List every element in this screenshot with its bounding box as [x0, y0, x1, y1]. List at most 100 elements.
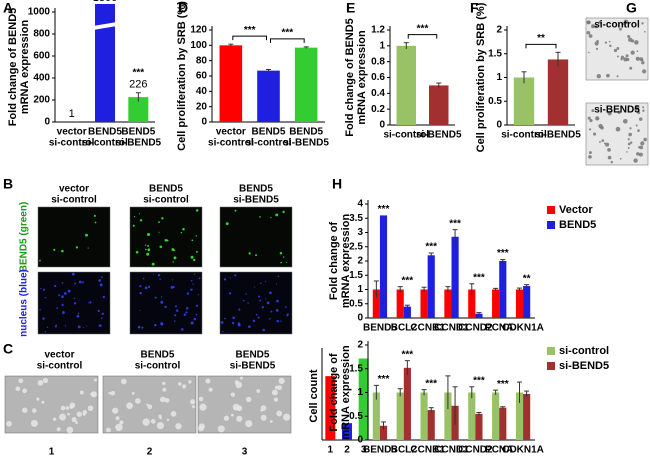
bar	[128, 97, 149, 122]
y-tick-label: 2.5	[349, 241, 363, 252]
y-tick-label: 0	[357, 435, 363, 446]
cell	[623, 57, 628, 62]
micrograph	[219, 206, 293, 268]
image-number: 1	[49, 447, 55, 458]
cell	[629, 141, 633, 144]
bar	[444, 392, 452, 440]
cell	[275, 213, 279, 217]
cell	[279, 252, 283, 255]
cell	[76, 314, 80, 318]
cell	[67, 412, 70, 416]
cell	[44, 296, 46, 299]
cell	[42, 288, 46, 291]
cell	[132, 224, 135, 227]
x-tick-label: BEND5	[252, 127, 286, 138]
image-label: si-control	[594, 20, 640, 31]
cell	[71, 417, 77, 423]
bar	[513, 77, 535, 125]
y-tick-label: 1000	[28, 7, 51, 18]
cell	[195, 235, 197, 237]
cell	[59, 413, 67, 421]
cell	[172, 279, 174, 281]
image-number: 2	[147, 447, 153, 458]
cell	[276, 283, 278, 285]
x-tick-label: si-control	[82, 138, 128, 149]
cell	[265, 298, 267, 300]
cell	[160, 300, 164, 304]
cell	[101, 312, 104, 316]
cell	[617, 25, 620, 27]
cell	[166, 418, 170, 422]
cell	[195, 313, 198, 316]
cell	[142, 277, 145, 280]
cell	[247, 302, 249, 304]
cell	[39, 259, 41, 262]
column-header: si-control	[135, 361, 181, 372]
y-tick-label: 0	[201, 117, 207, 128]
cell	[269, 291, 272, 295]
cell	[588, 128, 592, 131]
cell	[242, 299, 245, 302]
y-tick-label: 0	[357, 313, 363, 324]
bar	[515, 392, 524, 440]
cell	[641, 61, 645, 65]
y-tick-label: 1	[357, 387, 363, 398]
bar	[372, 392, 380, 440]
cell	[245, 293, 247, 295]
cell	[115, 416, 120, 421]
cell	[75, 246, 79, 249]
cell	[185, 307, 189, 310]
cell	[276, 299, 279, 303]
bar	[257, 70, 280, 122]
cell	[150, 419, 156, 424]
cell	[76, 411, 82, 417]
cell	[64, 325, 67, 327]
cell	[635, 124, 638, 127]
cell	[629, 127, 632, 130]
cell	[190, 399, 196, 405]
cell	[156, 421, 165, 430]
cell	[224, 317, 226, 320]
micrograph	[129, 206, 203, 268]
cell	[634, 40, 639, 45]
cell	[31, 408, 37, 413]
value-label: 1306	[93, 0, 117, 4]
y-tick-label: 0	[44, 117, 50, 128]
cell	[278, 377, 285, 385]
cell	[644, 30, 646, 33]
cell	[159, 245, 163, 249]
cell	[139, 285, 142, 288]
cell	[158, 221, 160, 224]
cell	[175, 309, 179, 312]
x-tick-label: si-BEND5	[116, 138, 162, 149]
micrograph	[37, 206, 111, 268]
cell	[67, 289, 71, 293]
cell	[190, 255, 194, 259]
cell	[141, 326, 144, 329]
column-header: BEND5	[239, 184, 273, 195]
cell	[236, 415, 243, 422]
cell	[39, 309, 41, 311]
cell	[60, 405, 66, 411]
cell	[229, 277, 231, 279]
cell	[82, 281, 84, 284]
significance-label: ***	[497, 379, 509, 390]
cell	[643, 137, 647, 142]
cell	[591, 24, 594, 27]
cell	[6, 420, 12, 427]
cell	[151, 262, 155, 266]
cell	[192, 283, 194, 285]
cell	[186, 292, 190, 295]
cell	[595, 116, 600, 121]
x-tick-label: 3	[361, 445, 367, 456]
significance-label: ***	[497, 248, 509, 259]
cell	[53, 248, 56, 251]
cell	[180, 328, 184, 331]
cell	[276, 410, 283, 417]
y-tick-label: 1	[496, 72, 502, 83]
cell	[182, 384, 187, 389]
cell	[626, 151, 628, 153]
y-tick-label: 0	[496, 120, 502, 131]
y-tick-label: 2	[496, 25, 502, 36]
cell	[74, 282, 76, 285]
